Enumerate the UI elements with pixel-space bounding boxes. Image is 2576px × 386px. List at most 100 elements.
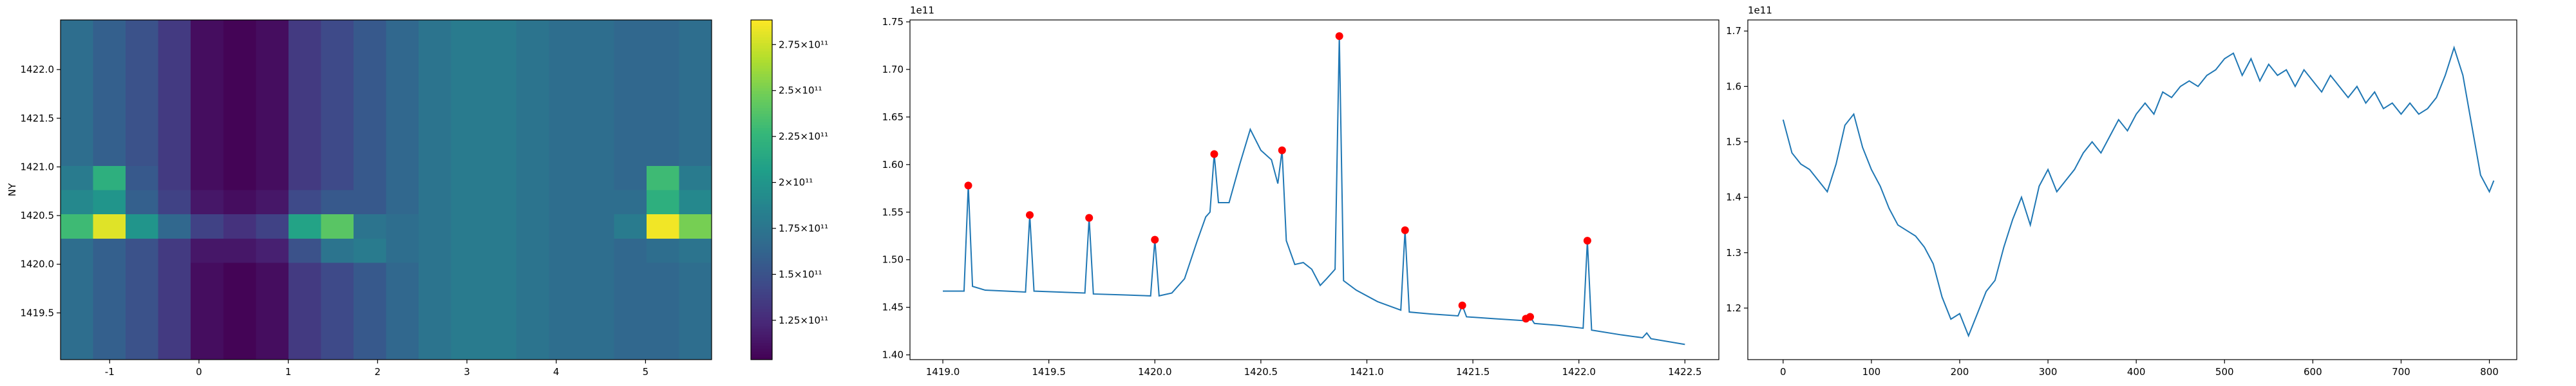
colorbar-segment bbox=[751, 291, 772, 295]
colorbar-segment bbox=[751, 142, 772, 145]
data-line bbox=[1782, 45, 2495, 338]
heatmap-cell bbox=[484, 44, 517, 69]
heatmap-cell bbox=[158, 335, 191, 360]
colorbar-segment bbox=[751, 326, 772, 329]
colorbar-segment bbox=[751, 269, 772, 273]
heatmap-cell bbox=[386, 68, 419, 93]
heatmap-cell bbox=[321, 190, 354, 215]
peak-marker bbox=[1583, 237, 1591, 245]
colorbar-segment bbox=[751, 116, 772, 120]
heatmap-cell bbox=[419, 238, 452, 263]
colorbar-segment bbox=[751, 226, 772, 230]
colorbar-segment bbox=[751, 130, 772, 134]
heatmap-cell bbox=[158, 311, 191, 336]
heatmap-cell bbox=[321, 20, 354, 45]
heatmap-cell bbox=[581, 238, 614, 263]
colorbar-segment bbox=[751, 283, 772, 287]
heatmap-cell bbox=[288, 311, 321, 336]
colorbar-segment bbox=[751, 99, 772, 103]
heatmap-cell bbox=[451, 190, 484, 215]
heatmap-cell bbox=[646, 286, 679, 312]
colorbar-segment bbox=[751, 229, 772, 233]
colorbar-segment bbox=[751, 158, 772, 162]
heatmap-cell bbox=[126, 68, 159, 93]
x-tick-label: 1421.0 bbox=[1350, 366, 1384, 378]
heatmap-cell bbox=[321, 165, 354, 190]
heatmap-cell bbox=[61, 262, 94, 288]
peak-marker bbox=[1401, 226, 1409, 234]
heatmap-cell bbox=[191, 116, 224, 142]
heatmap-cell bbox=[61, 116, 94, 142]
colorbar-segment bbox=[751, 176, 772, 179]
heatmap-cell bbox=[581, 262, 614, 288]
colorbar-segment bbox=[751, 317, 772, 320]
heatmap-cell bbox=[126, 93, 159, 118]
colorbar-segment bbox=[751, 320, 772, 324]
heatmap-cell bbox=[484, 20, 517, 45]
heatmap-cell bbox=[93, 262, 126, 288]
heatmap-cell bbox=[61, 20, 94, 45]
heatmap-cell bbox=[516, 262, 549, 288]
colorbar-segment bbox=[751, 164, 772, 168]
heatmap-cell bbox=[191, 190, 224, 215]
heatmap-cell bbox=[386, 44, 419, 69]
heatmap-cell bbox=[679, 335, 712, 360]
colorbar-segment bbox=[751, 23, 772, 26]
heatmap-cell bbox=[419, 335, 452, 360]
heatmap-cell bbox=[646, 116, 679, 142]
colorbar-segment bbox=[751, 235, 772, 239]
colorbar-segment bbox=[751, 331, 772, 335]
heatmap-cell bbox=[646, 262, 679, 288]
axes-frame bbox=[60, 19, 712, 360]
heatmap-cell bbox=[484, 141, 517, 166]
heatmap-cell bbox=[93, 93, 126, 118]
colorbar-segment bbox=[751, 280, 772, 284]
colorbar-segment bbox=[751, 51, 772, 55]
x-tick-label: 500 bbox=[2215, 366, 2234, 378]
heatmap-cell bbox=[614, 68, 647, 93]
y-tick-label: 1.55 bbox=[882, 207, 904, 218]
heatmap-cell bbox=[223, 335, 256, 360]
colorbar-segment bbox=[751, 68, 772, 71]
x-tick-label: 1 bbox=[285, 366, 292, 378]
heatmap-cell bbox=[516, 165, 549, 190]
heatmap-cell bbox=[61, 141, 94, 166]
heatmap-cell bbox=[126, 44, 159, 69]
heatmap-cell bbox=[646, 165, 679, 190]
heatmap-cell bbox=[581, 68, 614, 93]
colorbar-segment bbox=[751, 20, 772, 23]
colorbar-segment bbox=[751, 45, 772, 49]
colorbar-segment bbox=[751, 119, 772, 122]
x-tick-label: 1419.0 bbox=[926, 366, 960, 378]
heatmap-cell bbox=[549, 262, 582, 288]
colorbar-segment bbox=[751, 167, 772, 170]
colorbar-segment bbox=[751, 113, 772, 117]
heatmap-cell bbox=[419, 68, 452, 93]
colorbar-segment bbox=[751, 37, 772, 41]
colorbar-segment bbox=[751, 246, 772, 250]
heatmap-cell bbox=[614, 262, 647, 288]
heatmap-cell bbox=[386, 190, 419, 215]
colorbar-segment bbox=[751, 172, 772, 176]
heatmap-cell bbox=[321, 141, 354, 166]
heatmap-cell bbox=[516, 141, 549, 166]
x-tick-label: 200 bbox=[1951, 366, 1969, 378]
colorbar-segment bbox=[751, 241, 772, 244]
colorbar-segment bbox=[751, 96, 772, 100]
offset-label: 1e11 bbox=[910, 5, 934, 16]
y-tick-label: 1.5 bbox=[1726, 136, 1741, 147]
heatmap-cell bbox=[419, 44, 452, 69]
colorbar-segment bbox=[751, 354, 772, 358]
heatmap-cell bbox=[386, 286, 419, 312]
heatmap-cell bbox=[549, 141, 582, 166]
heatmap-cell bbox=[549, 116, 582, 142]
y-tick-label: 1422.0 bbox=[21, 64, 55, 75]
colorbar-segment bbox=[751, 136, 772, 140]
heatmap-cell bbox=[288, 190, 321, 215]
heatmap-cell bbox=[61, 311, 94, 336]
heatmap-cell bbox=[191, 141, 224, 166]
heatmap-cell bbox=[451, 262, 484, 288]
colorbar-segment bbox=[751, 190, 772, 193]
heatmap-cell bbox=[321, 44, 354, 69]
colorbar-segment bbox=[751, 62, 772, 66]
